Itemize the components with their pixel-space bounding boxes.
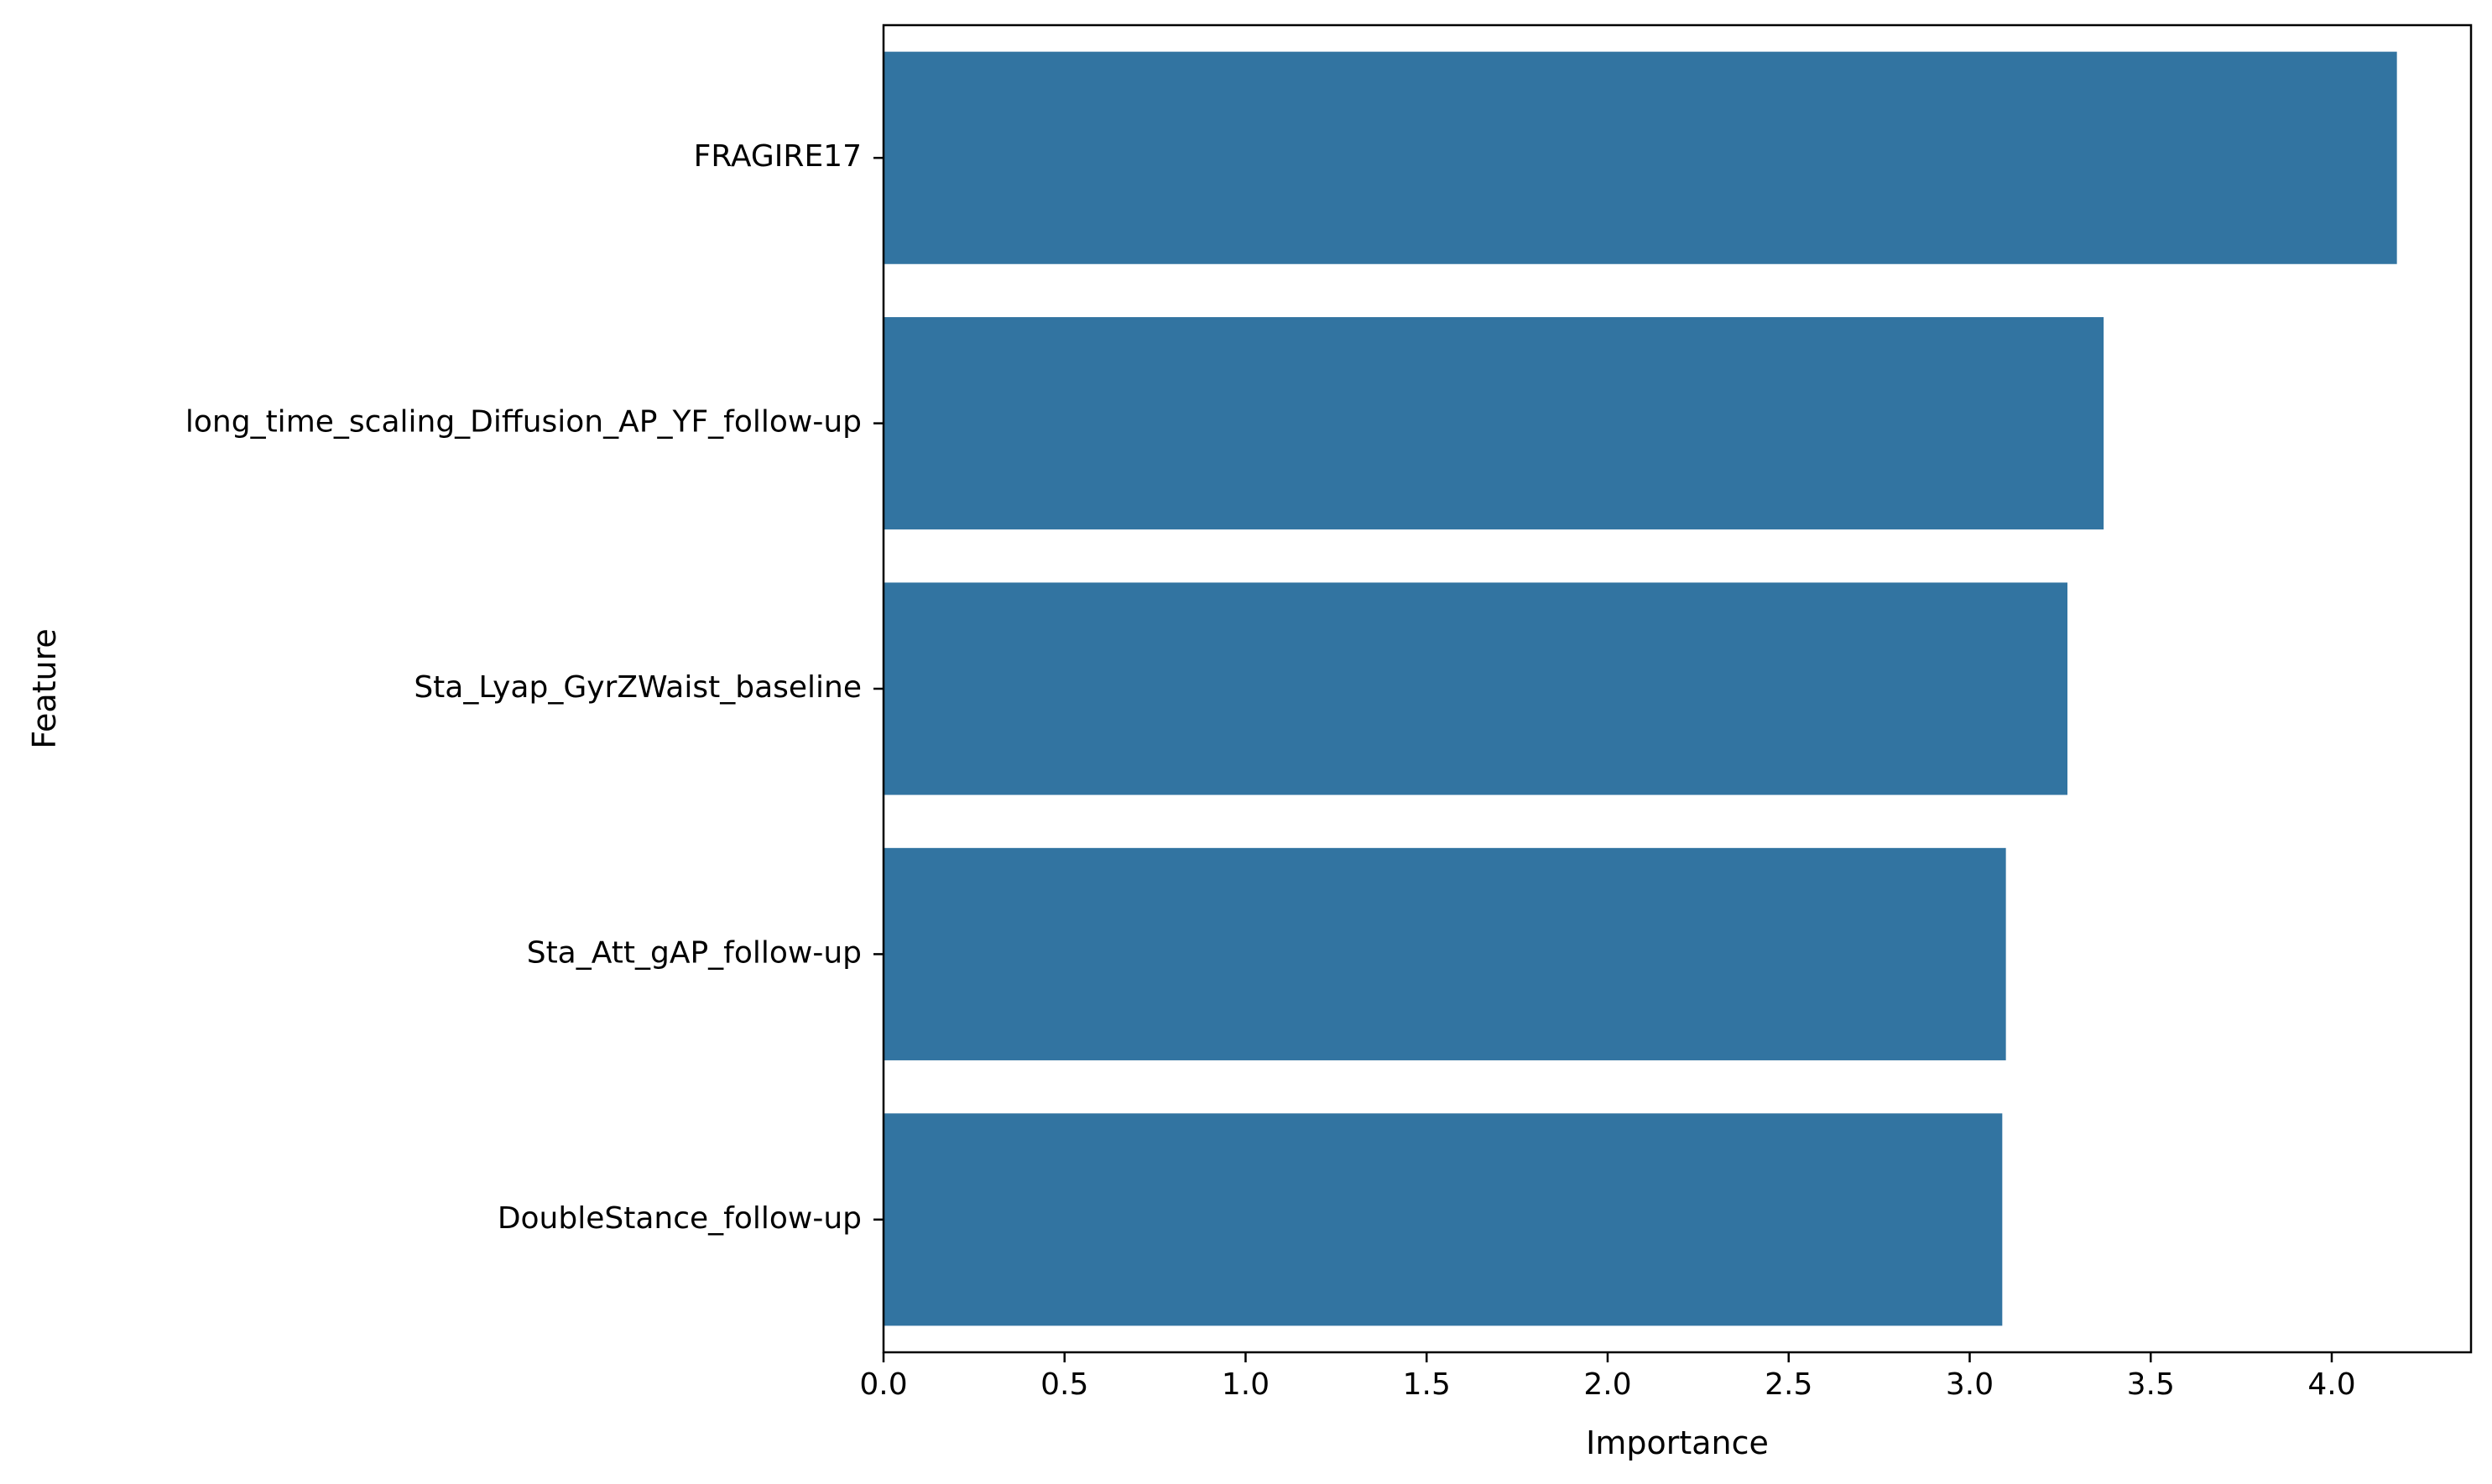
bars-group — [884, 51, 2397, 1326]
bar — [884, 582, 2068, 795]
x-axis-title: Importance — [1586, 1424, 1769, 1461]
y-tick-label: Sta_Att_gAP_follow-up — [527, 935, 862, 970]
x-tick-label: 3.5 — [2127, 1367, 2175, 1402]
bar — [884, 51, 2397, 264]
x-tick-label: 0.5 — [1040, 1367, 1088, 1402]
y-tick-label: Sta_Lyap_GyrZWaist_baseline — [414, 670, 862, 705]
x-tick-label: 2.0 — [1583, 1367, 1631, 1402]
x-tick-label: 1.0 — [1222, 1367, 1269, 1402]
y-tick-label: FRAGIRE17 — [694, 139, 862, 174]
y-axis-title: Feature — [26, 628, 63, 749]
bar — [884, 1113, 2003, 1326]
x-tick-label: 3.0 — [1946, 1367, 1994, 1402]
bar — [884, 317, 2104, 530]
y-tick-label: DoubleStance_follow-up — [498, 1201, 862, 1236]
y-axis-ticks: FRAGIRE17 long_time_scaling_Diffusion_AP_… — [185, 139, 884, 1236]
x-tick-label: 0.0 — [859, 1367, 907, 1402]
x-axis-ticks: 0.0 0.5 1.0 1.5 2.0 2.5 3.0 3.5 4.0 — [859, 1352, 2356, 1402]
y-tick-label: long_time_scaling_Diffusion_AP_YF_follow… — [185, 405, 862, 440]
x-tick-label: 2.5 — [1765, 1367, 1812, 1402]
bar — [884, 847, 2006, 1060]
x-tick-label: 1.5 — [1403, 1367, 1451, 1402]
x-tick-label: 4.0 — [2307, 1367, 2355, 1402]
